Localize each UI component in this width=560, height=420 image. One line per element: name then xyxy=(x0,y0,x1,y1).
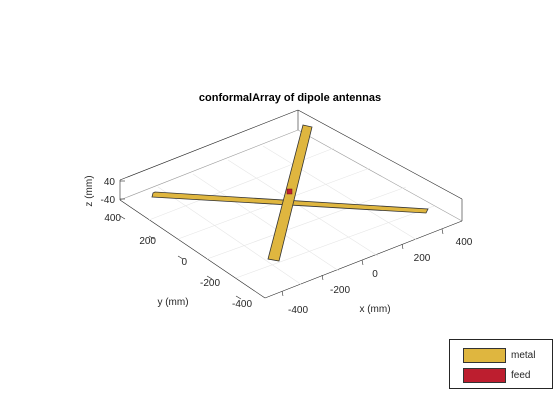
y-tick-2: 0 xyxy=(181,257,187,268)
z-tick-1: -40 xyxy=(101,195,116,206)
antenna-array xyxy=(151,124,429,262)
axes-box xyxy=(119,109,463,299)
floor-grid xyxy=(148,145,435,286)
y-axis: 400 200 0 -200 -400 y (mm) xyxy=(104,213,252,310)
y-tick-3: -200 xyxy=(200,278,220,289)
legend-item-feed: feed xyxy=(463,367,530,383)
z-tick-0: 40 xyxy=(104,177,116,188)
y-axis-label: y (mm) xyxy=(157,297,188,308)
z-axis-label: z (mm) xyxy=(84,175,95,206)
x-tick-0: -400 xyxy=(288,305,308,316)
legend: metal feed xyxy=(449,339,553,389)
legend-swatch-feed xyxy=(463,367,506,383)
x-tick-4: 400 xyxy=(456,237,473,248)
legend-label-feed: feed xyxy=(511,369,531,381)
y-tick-1: 200 xyxy=(139,236,156,247)
x-axis-label: x (mm) xyxy=(359,304,390,315)
feed-point xyxy=(286,188,293,195)
y-tick-0: 400 xyxy=(104,213,121,224)
legend-item-metal: metal xyxy=(463,347,535,363)
x-tick-2: 0 xyxy=(372,269,378,280)
plot-title: conformalArray of dipole antennas xyxy=(199,92,381,104)
legend-label-metal: metal xyxy=(511,349,536,361)
x-tick-1: -200 xyxy=(330,285,350,296)
z-axis: 40 -40 z (mm) xyxy=(84,175,125,207)
legend-swatch-metal xyxy=(463,347,506,363)
y-tick-4: -400 xyxy=(232,299,252,310)
x-axis: -400 -200 0 200 400 x (mm) xyxy=(281,228,473,316)
x-tick-3: 200 xyxy=(414,253,431,264)
